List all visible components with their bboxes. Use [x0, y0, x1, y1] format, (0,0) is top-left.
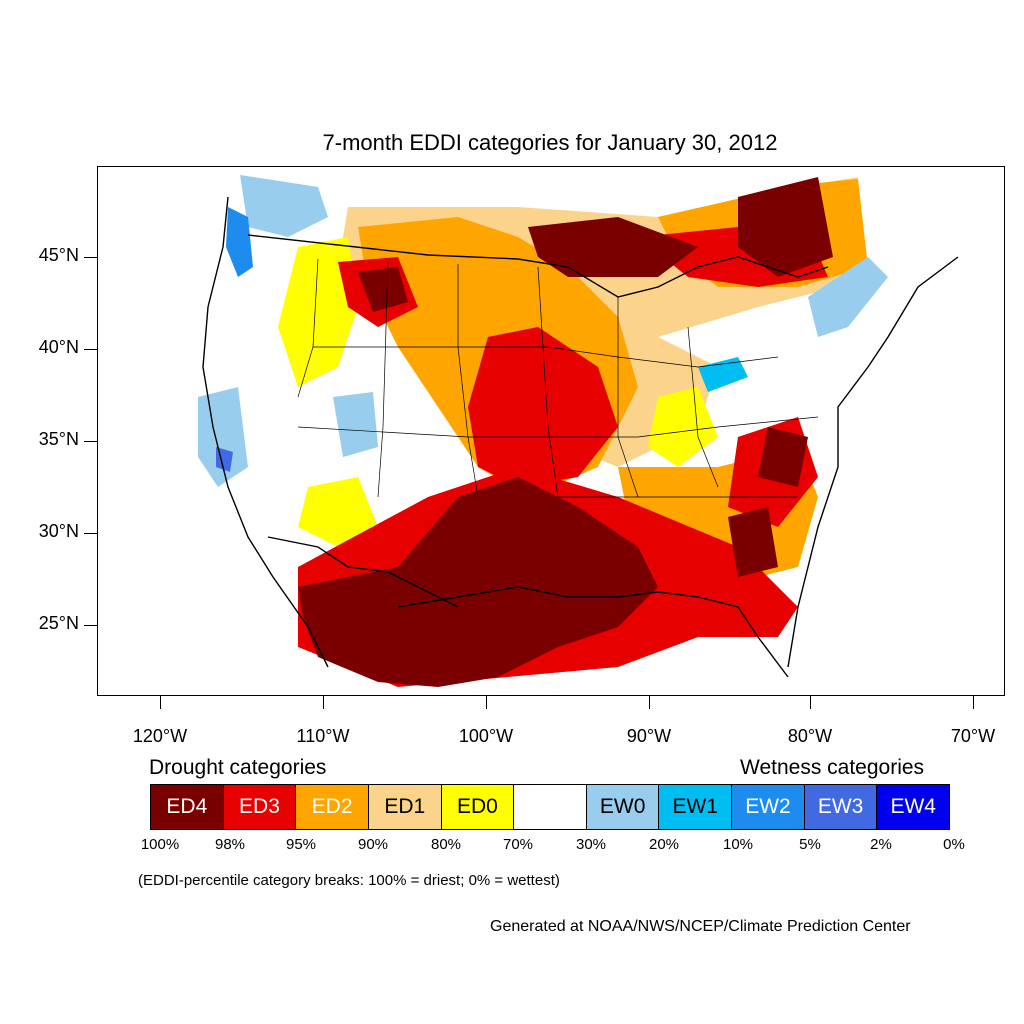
break-2: 2%	[870, 836, 892, 853]
legend-ed4: ED4	[151, 785, 224, 829]
credit-line: Generated at NOAA/NWS/NCEP/Climate Predi…	[490, 918, 911, 935]
legend-ew2-label: EW2	[745, 795, 791, 818]
legend-ew1: EW1	[659, 785, 733, 829]
region-ed0-southwest	[298, 477, 378, 547]
legend-ed4-label: ED4	[166, 795, 208, 818]
west-coast	[202, 196, 329, 668]
lat-tick-30	[84, 533, 97, 534]
wetness-heading: Wetness categories	[740, 756, 925, 779]
lat-label-30: 30°N	[38, 521, 79, 541]
break-20: 20%	[648, 836, 680, 853]
legend-ew3-label: EW3	[817, 795, 864, 818]
legend-ew0: EW0	[586, 785, 660, 829]
region-ed4-lakes	[528, 217, 698, 277]
east-coast	[787, 256, 959, 668]
region-ed4-quebec	[738, 177, 833, 277]
map-title: 7-month EDDI categories for January 30, …	[322, 130, 778, 155]
us-canada-border	[247, 234, 829, 298]
region-ed0-mid	[648, 387, 718, 467]
lon-tick-90	[649, 696, 650, 709]
boundaries	[202, 196, 959, 678]
lon-tick-80	[810, 696, 811, 709]
region-ed3-central	[468, 327, 618, 487]
lat-tick-45	[84, 257, 97, 258]
legend-ed1-label: ED1	[384, 795, 426, 818]
break-80: 80%	[430, 836, 462, 853]
eddi-map	[97, 166, 1005, 696]
lon-label-120: 120°W	[132, 726, 188, 746]
legend-ed2: ED2	[296, 785, 369, 829]
lon-tick-100	[486, 696, 487, 709]
lat-label-45: 45°N	[38, 245, 79, 265]
region-ew2-coast	[226, 207, 253, 277]
legend-ed0: ED0	[441, 785, 515, 829]
breaks-note: (EDDI-percentile category breaks: 100% =…	[138, 872, 560, 889]
break-90: 90%	[357, 836, 389, 853]
region-ed4-montana	[358, 267, 408, 312]
region-ew0-northwest	[240, 175, 328, 237]
region-ed0-west	[278, 237, 358, 387]
region-ew0-newengland	[808, 257, 888, 337]
legend-ew0-label: EW0	[599, 795, 646, 818]
lon-label-110: 110°W	[296, 726, 350, 746]
eddi-map-canvas	[98, 167, 1004, 695]
break-100: 100%	[140, 836, 180, 853]
region-ew0-utah	[333, 392, 378, 457]
legend-ed0-label: ED0	[456, 795, 498, 818]
lon-label-90: 90°W	[626, 726, 672, 746]
lat-tick-25	[84, 625, 97, 626]
legend-ed2-label: ED2	[311, 795, 353, 818]
category-legend: ED4 ED3 ED2 ED1 ED0 EW0 EW1 EW2 EW3 EW4	[150, 784, 950, 830]
legend-ew1-label: EW1	[672, 795, 719, 818]
break-98: 98%	[214, 836, 246, 853]
drought-heading: Drought categories	[149, 756, 327, 779]
region-ed4-carolinas	[758, 427, 808, 487]
break-30: 30%	[575, 836, 607, 853]
break-5: 5%	[799, 836, 821, 853]
mexico-border	[267, 536, 459, 608]
lon-tick-70	[973, 696, 974, 709]
break-95: 95%	[285, 836, 317, 853]
lat-label-25: 25°N	[38, 613, 79, 633]
lat-label-40: 40°N	[38, 337, 79, 357]
state-lines	[297, 258, 819, 498]
lon-label-100: 100°W	[458, 726, 514, 746]
legend-ew4-label: EW4	[890, 795, 936, 818]
legend-ed3: ED3	[223, 785, 297, 829]
lon-label-80: 80°W	[787, 726, 833, 746]
lon-tick-120	[160, 696, 161, 709]
region-ed4-texas	[298, 477, 658, 687]
legend-neutral	[514, 785, 587, 829]
lat-tick-35	[84, 441, 97, 442]
legend-ed1: ED1	[368, 785, 442, 829]
break-70: 70%	[502, 836, 534, 853]
lon-tick-110	[323, 696, 324, 709]
gulf-coast	[397, 586, 789, 678]
lat-tick-40	[84, 349, 97, 350]
legend-ew4: EW4	[877, 785, 950, 829]
legend-ew3: EW3	[804, 785, 878, 829]
break-0: 0%	[943, 836, 965, 853]
region-ed4-georgia	[728, 507, 778, 577]
break-10: 10%	[722, 836, 754, 853]
legend-ed3-label: ED3	[239, 795, 280, 818]
legend-ew2: EW2	[732, 785, 805, 829]
lon-label-70: 70°W	[950, 726, 996, 746]
lat-label-35: 35°N	[38, 429, 79, 449]
